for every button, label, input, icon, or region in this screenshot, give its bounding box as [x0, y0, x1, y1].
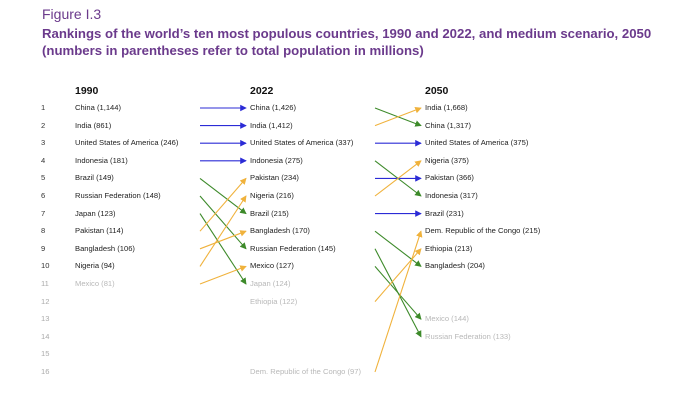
- rank-number: 16: [41, 367, 50, 376]
- rank-change-arrow-down: [199, 195, 247, 250]
- rank-number: 6: [41, 191, 46, 200]
- country-entry: Russian Federation (133): [425, 331, 511, 341]
- country-entry: Pakistan (114): [75, 226, 124, 236]
- rank-number: 11: [41, 279, 49, 288]
- country-entry: Indonesia (181): [75, 155, 128, 165]
- country-entry: Mexico (127): [250, 261, 294, 271]
- country-entry: India (1,412): [250, 120, 293, 130]
- country-entry: Brazil (215): [250, 208, 289, 218]
- country-entry: Bangladesh (106): [75, 243, 135, 253]
- country-entry: Bangladesh (170): [250, 226, 310, 236]
- rank-change-arrow-up: [374, 230, 423, 373]
- rank-number: 8: [41, 226, 46, 236]
- rank-change-arrow-up: [199, 265, 247, 285]
- rank-number: 3: [41, 138, 46, 148]
- country-entry: India (861): [75, 120, 112, 130]
- country-entry: Nigeria (216): [250, 191, 294, 200]
- country-entry: Pakistan (366): [425, 173, 474, 183]
- country-entry: China (1,144): [75, 103, 122, 112]
- country-entry: United States of America (246): [75, 138, 179, 148]
- rank-number: 1: [41, 103, 46, 112]
- rank-number: 13: [41, 314, 50, 324]
- rank-change-arrow-down: [374, 230, 422, 267]
- column-header-2022: 2022: [250, 85, 274, 97]
- country-entry: Dem. Republic of the Congo (97): [250, 367, 362, 376]
- country-entry: Mexico (144): [425, 314, 469, 324]
- country-entry: Bangladesh (204): [425, 261, 485, 271]
- rank-change-arrow-up: [374, 248, 422, 302]
- country-entry: Dem. Republic of the Congo (215): [425, 226, 541, 236]
- rank-number: 7: [41, 208, 46, 218]
- rank-number: 15: [41, 349, 50, 359]
- column-header-1990: 1990: [75, 85, 99, 97]
- country-entry: Ethiopia (213): [425, 243, 473, 253]
- country-entry: Brazil (231): [425, 208, 464, 218]
- rank-number: 14: [41, 331, 50, 341]
- country-entry: Nigeria (375): [425, 155, 469, 165]
- country-entry: Russian Federation (148): [75, 191, 161, 200]
- country-entry: Japan (124): [250, 279, 291, 288]
- country-entry: United States of America (337): [250, 138, 354, 148]
- rank-change-arrow-up: [199, 177, 247, 232]
- country-entry: Brazil (149): [75, 173, 114, 183]
- country-entry: Ethiopia (122): [250, 296, 298, 306]
- country-entry: Indonesia (275): [250, 155, 303, 165]
- rank-number: 10: [41, 261, 50, 271]
- figure-label: Figure I.3: [42, 6, 102, 22]
- rank-change-arrow-down: [374, 266, 422, 320]
- rank-change-arrow-down: [199, 177, 247, 215]
- rank-number: 9: [41, 243, 46, 253]
- column-header-2050: 2050: [425, 85, 449, 97]
- rank-change-arrow-down: [199, 213, 247, 285]
- rank-change-arrow-up: [374, 160, 422, 197]
- country-entry: Japan (123): [75, 208, 116, 218]
- country-entry: Mexico (81): [75, 279, 115, 288]
- country-entry: United States of America (375): [425, 138, 529, 148]
- rank-change-arrow-up: [199, 230, 247, 250]
- country-entry: China (1,317): [425, 120, 472, 130]
- rank-number: 12: [41, 296, 50, 306]
- country-entry: China (1,426): [250, 103, 297, 112]
- country-entry: India (1,668): [425, 103, 468, 112]
- rank-number: 4: [41, 155, 46, 165]
- rank-change-arrow-up: [199, 195, 247, 267]
- country-entry: Pakistan (234): [250, 173, 299, 183]
- figure-title: Rankings of the world’s ten most populou…: [42, 26, 652, 58]
- country-entry: Indonesia (317): [425, 191, 478, 200]
- rank-number: 2: [41, 120, 46, 130]
- country-entry: Nigeria (94): [75, 261, 115, 271]
- rank-change-arrow-up: [374, 106, 422, 127]
- rank-number: 5: [41, 173, 46, 183]
- country-entry: Russian Federation (145): [250, 243, 336, 253]
